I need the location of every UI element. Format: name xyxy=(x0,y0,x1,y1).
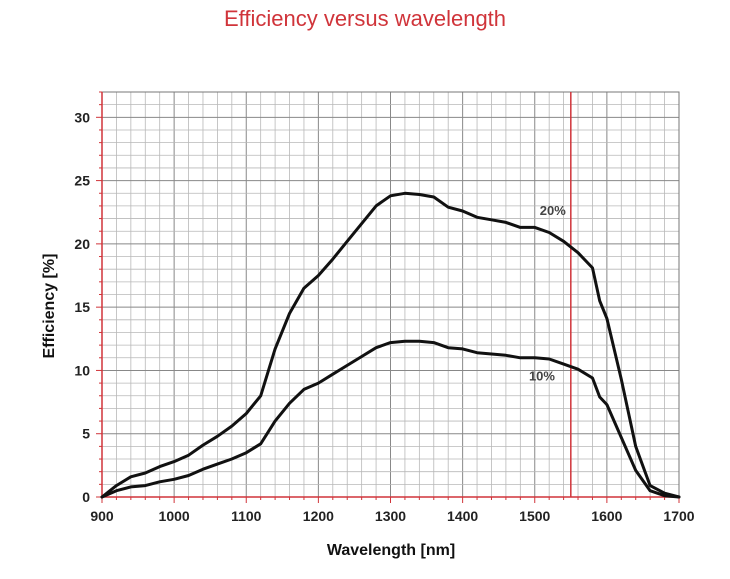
x-tick-label: 1400 xyxy=(447,508,478,524)
y-tick-label: 5 xyxy=(82,426,90,442)
series-line xyxy=(100,339,681,499)
tick-labels: 0 5 10 15 20 25 30 900 1000 1100 1200 1300 1400 1500 1… xyxy=(74,109,694,524)
x-tick-label: 1500 xyxy=(519,508,550,524)
y-tick-label: 30 xyxy=(74,109,90,125)
y-tick-label: 15 xyxy=(74,299,90,315)
x-tick-label: 1000 xyxy=(159,508,190,524)
y-axis-label: Efficiency [%] xyxy=(41,254,58,359)
x-tick-label: 1600 xyxy=(591,508,622,524)
series-line xyxy=(100,191,681,499)
grid xyxy=(101,91,680,498)
x-tick-label: 1300 xyxy=(375,508,406,524)
y-tick-label: 20 xyxy=(74,236,90,252)
chart-title: Efficiency versus wavelength xyxy=(223,6,507,31)
x-tick-label: 1700 xyxy=(663,508,694,524)
y-tick-label: 25 xyxy=(74,173,90,189)
series-group: 20% 10% xyxy=(100,191,681,499)
y-tick-label: 0 xyxy=(82,489,90,505)
x-tick-label: 1200 xyxy=(303,508,334,524)
x-tick-label: 900 xyxy=(90,508,114,524)
y-tick-label: 10 xyxy=(74,362,90,378)
series-label: 10% xyxy=(529,369,555,384)
axes xyxy=(96,91,680,503)
series-label: 20% xyxy=(540,203,566,218)
x-tick-label: 1100 xyxy=(231,508,262,524)
x-axis-label: Wavelength [nm] xyxy=(327,542,455,559)
